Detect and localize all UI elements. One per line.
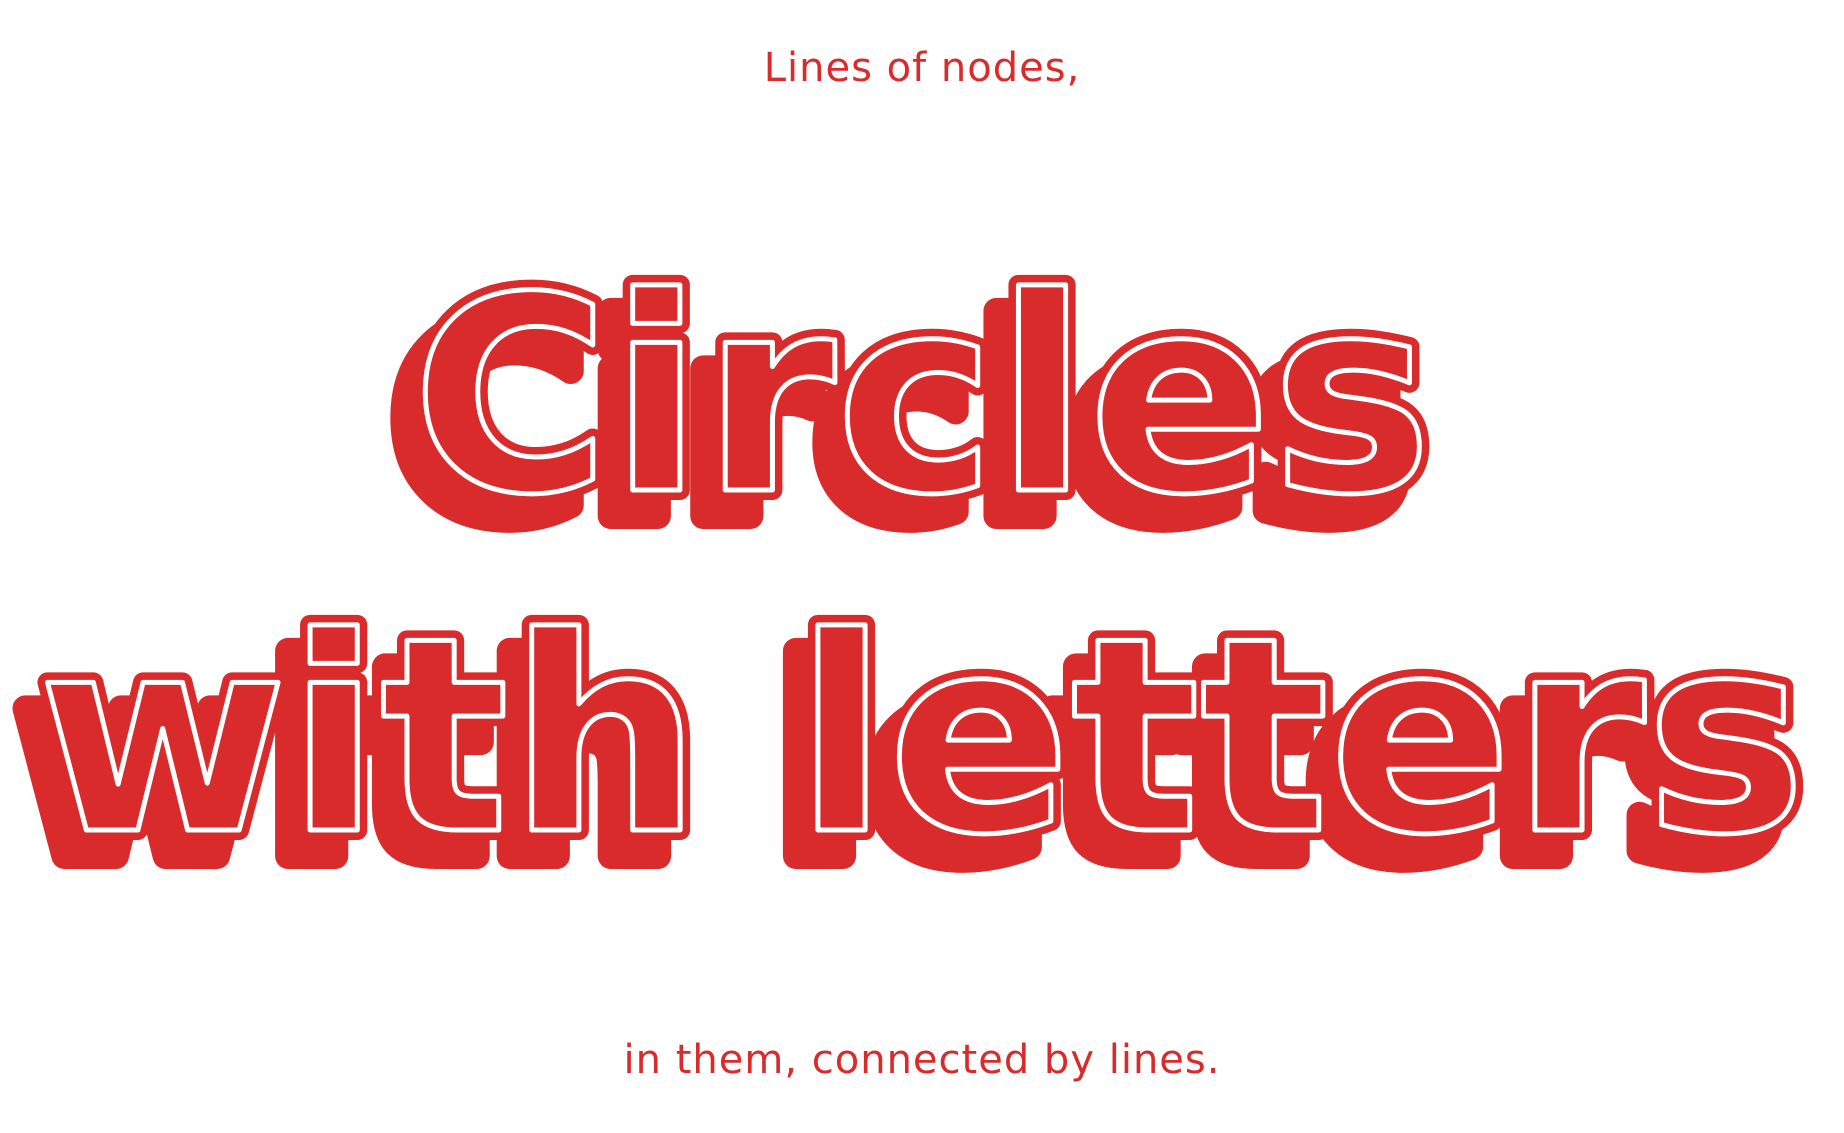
headline-banner: Circles Circles Circles with letters wit…	[3, 229, 1816, 933]
headline-line1-shadow: Circles	[390, 265, 1410, 580]
bottom-caption: in them, connected by lines.	[623, 1037, 1221, 1083]
headline-line2-shadow: with letters	[16, 605, 1784, 920]
headline-line1: Circles	[412, 239, 1432, 554]
headline-line1-outline: Circles	[412, 239, 1432, 554]
headline-line2-outline: with letters	[38, 579, 1806, 894]
headline-line2: with letters	[38, 579, 1806, 894]
top-caption: Lines of nodes,	[763, 45, 1081, 91]
